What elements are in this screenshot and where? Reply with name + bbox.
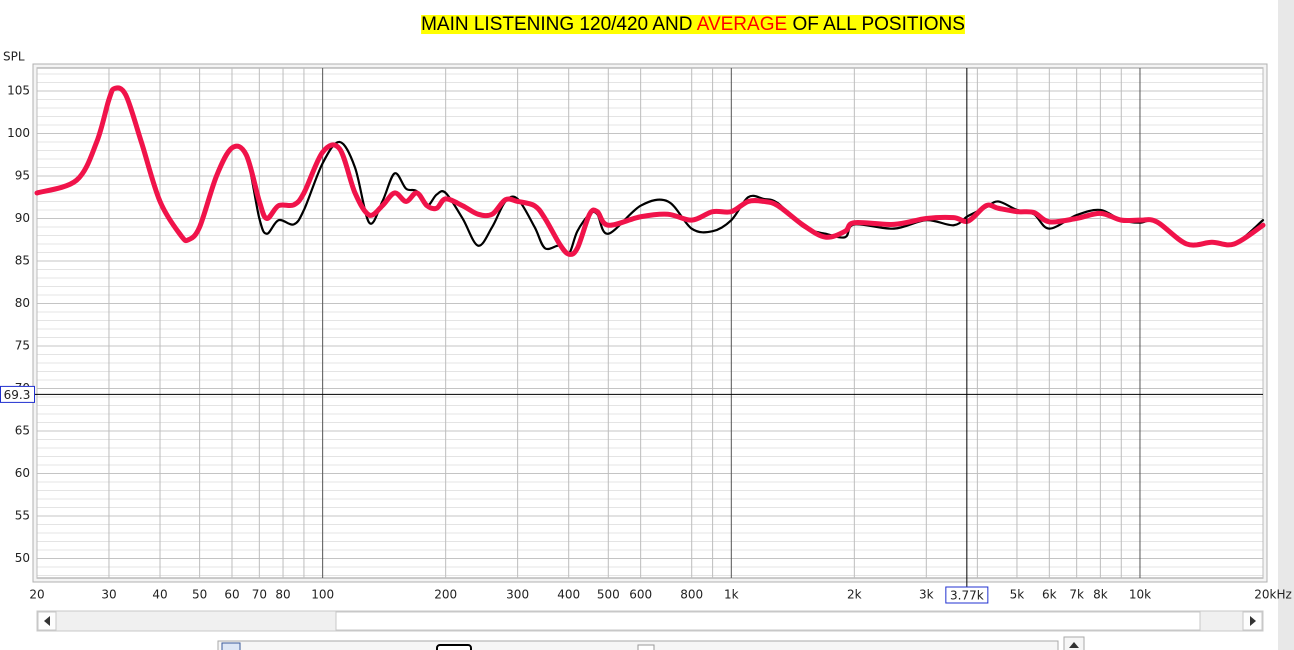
x-tick-label: 80 [275, 588, 290, 602]
x-tick-label: 8k [1093, 588, 1108, 602]
title-part: OF ALL POSITIONS [787, 14, 965, 35]
x-tick-label: 600 [629, 588, 652, 602]
x-tick-label: 500 [597, 588, 620, 602]
y-tick-label: 100 [7, 126, 30, 140]
y-tick-label: 50 [15, 551, 30, 565]
cursor-y-box [0, 385, 35, 403]
cursor-x-label: 3.77k [950, 589, 984, 603]
spin-arrow [1069, 642, 1079, 648]
x-tick-label: 70 [252, 588, 267, 602]
x-tick-label: 400 [557, 588, 580, 602]
cursor-x-box [945, 586, 989, 604]
x-tick-label: 100 [311, 588, 334, 602]
x-tick-label: 30 [101, 588, 116, 602]
plot-area [36, 67, 1264, 579]
x-tick-label: 200 [434, 588, 457, 602]
title-part: AVERAGE [697, 14, 787, 35]
grid [36, 68, 1264, 578]
x-tick-label: 3k [919, 588, 934, 602]
checkbox[interactable] [221, 642, 241, 650]
x-tick-label: 20kHz [1254, 588, 1292, 602]
scroll-thumb[interactable] [335, 611, 1201, 631]
title-part: MAIN LISTENING 120/420 AND [421, 14, 697, 35]
y-tick-label: 80 [15, 296, 30, 310]
x-tick-label: 5k [1010, 588, 1025, 602]
tick-labels: 5055606570758085909510010520304050607080… [7, 83, 1292, 601]
x-tick-label: 2k [847, 588, 862, 602]
x-tick-label: 800 [680, 588, 703, 602]
y-tick-label: 95 [15, 168, 30, 182]
x-tick-label: 6k [1042, 588, 1057, 602]
x-tick-label: 7k [1069, 588, 1084, 602]
y-tick-label: 65 [15, 423, 30, 437]
x-tick-label: 1k [724, 588, 739, 602]
slider[interactable] [637, 644, 655, 650]
x-tick-label: 10k [1129, 588, 1151, 602]
y-tick-label: 90 [15, 211, 30, 225]
x-tick-label: 40 [152, 588, 167, 602]
x-tick-label: 60 [224, 588, 239, 602]
x-tick-label: 20 [29, 588, 44, 602]
trace-swatch[interactable] [436, 644, 472, 650]
y-tick-label: 85 [15, 253, 30, 267]
y-axis-label: SPL [3, 50, 25, 64]
x-tick-label: 50 [192, 588, 207, 602]
cursor: 69.3 3.77k [0, 68, 1263, 604]
y-tick-label: 60 [15, 466, 30, 480]
chart-title: MAIN LISTENING 120/420 AND AVERAGE OF AL… [421, 14, 965, 35]
y-tick-label: 55 [15, 508, 30, 522]
y-tick-label: 75 [15, 338, 30, 352]
arrow-right [1250, 616, 1256, 626]
side-strip [1278, 0, 1294, 650]
x-tick-label: 300 [506, 588, 529, 602]
title-background [421, 15, 965, 35]
response-curve [34, 85, 1266, 257]
cursor-y-label: 69.3 [4, 388, 31, 402]
curves [34, 85, 1266, 257]
arrow-left [44, 616, 50, 626]
y-tick-label: 105 [7, 83, 30, 97]
